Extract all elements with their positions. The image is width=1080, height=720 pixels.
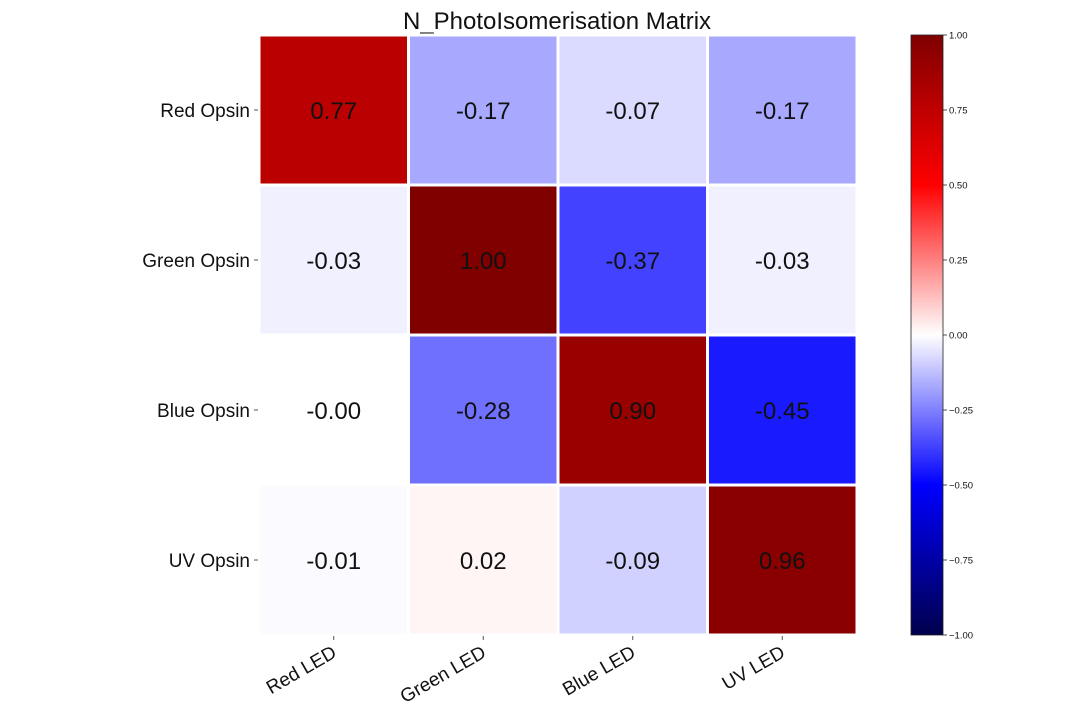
colorbar: 1.00 0.75 0.50 0.25 0.00 −0.25 −0.50 −0.75 −1.00 xyxy=(910,31,973,642)
cell-value-label: -0.09 xyxy=(605,548,660,575)
heatmap-cell xyxy=(407,183,560,337)
colorbar-tick-label: 0.00 xyxy=(949,331,968,342)
cell-value-label: -0.37 xyxy=(605,248,660,275)
cell-value-label: 0.96 xyxy=(759,548,806,575)
colorbar-tick-label: −0.75 xyxy=(949,556,973,567)
cell-value-label: -0.45 xyxy=(755,398,810,425)
heatmap-cell xyxy=(407,333,560,487)
colorbar-tick-label: 0.50 xyxy=(949,181,968,192)
colorbar-gradient xyxy=(910,34,944,636)
heatmap-cell xyxy=(706,483,859,637)
y-tick-label: UV Opsin xyxy=(169,551,250,572)
colorbar-tick-label: −1.00 xyxy=(949,631,973,642)
cell-value-label: 0.02 xyxy=(460,548,507,575)
heatmap-cell xyxy=(706,183,859,337)
heatmap-cell xyxy=(257,483,410,637)
cell-value-label: -0.28 xyxy=(456,398,511,425)
x-axis: Red LED Green LED Blue LED UV LED xyxy=(263,636,789,708)
cell-value-label: -0.03 xyxy=(306,248,361,275)
x-tick-label: UV LED xyxy=(719,642,789,695)
y-tick-label: Green Opsin xyxy=(142,251,250,272)
chart-title: N_PhotoIsomerisation Matrix xyxy=(403,8,711,35)
cell-value-label: -0.17 xyxy=(456,98,511,125)
x-tick-label: Red LED xyxy=(263,642,340,699)
colorbar-tick-label: 0.75 xyxy=(949,106,968,117)
heatmap-cell xyxy=(257,33,410,187)
heatmap-cell xyxy=(556,33,709,187)
heatmap-cell xyxy=(706,333,859,487)
heatmap-cell xyxy=(706,33,859,187)
heatmap-cell xyxy=(407,33,560,187)
x-tick-label: Green LED xyxy=(397,642,490,708)
y-tick-label: Blue Opsin xyxy=(157,401,250,422)
cell-value-label: 1.00 xyxy=(460,248,507,275)
colorbar-tick-label: −0.50 xyxy=(949,481,973,492)
colorbar-tick-label: 1.00 xyxy=(949,31,968,42)
cell-value-label: -0.07 xyxy=(605,98,660,125)
colorbar-tick-label: 0.25 xyxy=(949,256,968,267)
cell-value-label: 0.90 xyxy=(609,398,656,425)
cell-value-label: -0.01 xyxy=(306,548,361,575)
heatmap-cells xyxy=(257,33,859,637)
heatmap-cell xyxy=(407,483,560,637)
heatmap-value-labels: 0.77 -0.17 -0.07 -0.17 -0.03 1.00 -0.37 -0.03 -0… xyxy=(306,98,809,575)
x-tick-label: Blue LED xyxy=(559,642,639,700)
cell-value-label: 0.77 xyxy=(310,98,357,125)
y-tick-label: Red Opsin xyxy=(160,101,250,122)
cell-value-label: -0.03 xyxy=(755,248,810,275)
y-axis: Red Opsin Green Opsin Blue Opsin UV Opsin xyxy=(142,101,258,572)
cell-value-label: -0.00 xyxy=(306,398,361,425)
cell-value-label: -0.17 xyxy=(755,98,810,125)
colorbar-tick-label: −0.25 xyxy=(949,406,973,417)
